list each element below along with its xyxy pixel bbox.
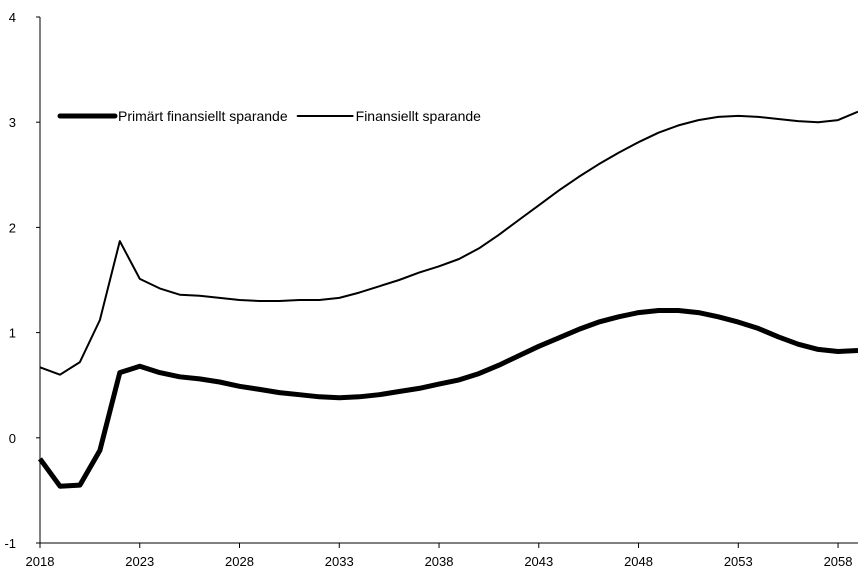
y-tick-label: -1 <box>4 536 16 551</box>
series-line-1 <box>37 308 858 489</box>
x-tick-label: 2023 <box>125 554 154 569</box>
y-tick-label: 2 <box>9 220 16 235</box>
series-lines <box>37 110 858 489</box>
x-tick-label: 2028 <box>225 554 254 569</box>
x-tick-label: 2048 <box>624 554 653 569</box>
x-axis-ticks: 2018 2023 2028 2033 2038 2043 2048 2053 2058 <box>26 543 853 569</box>
series-line-2 <box>39 110 858 376</box>
x-tick-label: 2018 <box>26 554 55 569</box>
axes <box>39 17 858 544</box>
x-tick-label: 2043 <box>524 554 553 569</box>
y-tick-label: 1 <box>9 326 16 341</box>
y-tick-label: 4 <box>9 10 16 25</box>
x-tick-label: 2038 <box>425 554 454 569</box>
y-axis-ticks: 4 3 2 1 0 -1 <box>4 10 40 551</box>
legend-label-2: Finansiellt sparande <box>356 108 482 124</box>
x-tick-label: 2058 <box>824 554 853 569</box>
legend-label-1: Primärt finansiellt sparande <box>118 108 288 124</box>
legend: Primärt finansiellt sparande Finansiellt … <box>57 108 482 124</box>
x-tick-label: 2053 <box>724 554 753 569</box>
y-tick-label: 0 <box>9 431 16 446</box>
y-tick-label: 3 <box>9 115 16 130</box>
x-tick-label: 2033 <box>325 554 354 569</box>
